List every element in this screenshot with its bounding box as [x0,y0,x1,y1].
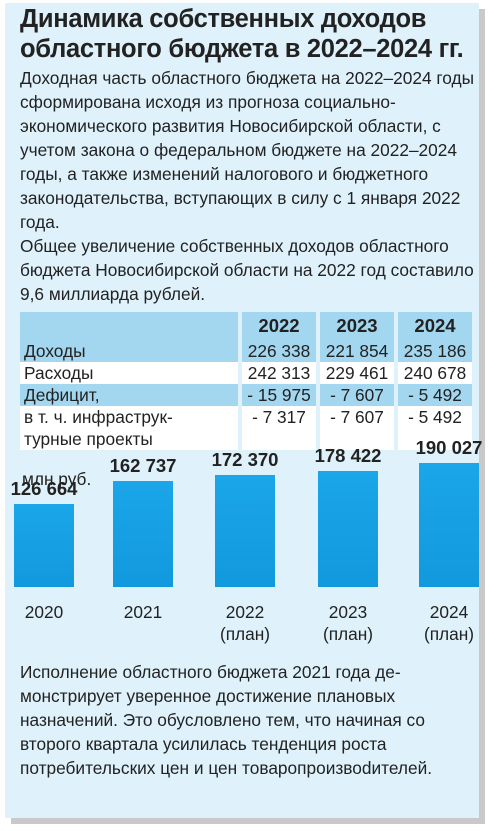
category-year: 2024 [429,602,469,622]
category-plan-note: (план) [423,624,475,644]
chart-bar [215,474,275,587]
chart-category-label: 2020 [0,601,89,623]
chart-category-label: 2023 (план) [303,601,393,645]
chart-value-label: 162 737 [109,454,177,476]
chart-bar [113,480,173,587]
execution-paragraph: Исполнение областного бюджета 2021 года … [20,662,433,778]
category-year: 2023 [328,602,368,622]
row-label: Дефицит, [20,384,240,406]
budget-table: 2022 2023 2024 Доходы 226 338 221 854 23… [20,312,472,450]
cell-value: 242 313 [238,362,318,384]
increase-paragraph: Общее увеличение собственных доходов обл… [20,236,474,304]
cell-value: - 5 492 [394,406,472,428]
table-header-year: 2024 [394,312,472,340]
cell-value [238,428,318,450]
chart-unit-label: млн руб. [22,469,92,489]
chart-value-label: 172 370 [211,448,279,470]
chart-value-label: 190 027 [415,437,483,458]
cell-value [394,428,472,450]
chart-category-label: 2021 [98,601,188,623]
table-header-year: 2023 [316,312,396,340]
category-plan-note: (план) [322,624,374,644]
cell-value: - 15 975 [238,384,318,406]
row-label: Доходы [20,340,240,362]
category-year: 2021 [123,602,163,622]
table-row-deficit: Дефицит, - 15 975 - 7 607 - 5 492 [20,384,472,406]
intro-paragraph: Доходная часть областного бюджета на 202… [20,68,475,232]
chart-bar [14,504,74,587]
table-row-expenses: Расходы 242 313 229 461 240 678 [20,362,472,384]
row-label: Расходы [20,362,240,384]
page-title: Динамика собственных доходов областного … [20,4,480,64]
cell-value: 226 338 [238,340,318,362]
cell-value: - 7 607 [316,384,396,406]
table-header-blank [20,312,240,340]
cell-value: 235 186 [394,340,472,362]
row-label: в т. ч. инфраструк- [20,406,240,428]
table-header-year: 2022 [238,312,318,340]
cell-value: 240 678 [394,362,472,384]
cell-value: 221 854 [316,340,396,362]
chart-value-label: 178 422 [314,444,382,466]
chart-category-label: 2024 (план) [404,601,494,645]
table-row-infrastructure-cont: турные проекты [20,428,472,450]
category-plan-note: (план) [219,624,271,644]
cell-value: - 7 317 [238,406,318,428]
title-line-2: областного бюджета в 2022–2024 гг. [20,35,464,63]
cell-value: - 5 492 [394,384,472,406]
chart-category-label: 2022 (план) [200,601,290,645]
category-year: 2020 [24,602,64,622]
table-header-row: 2022 2023 2024 [20,312,472,340]
row-label: турные проекты [20,428,240,450]
title-line-1: Динамика собственных доходов [20,5,427,33]
cell-value: - 7 607 [316,406,396,428]
table-row-revenue: Доходы 226 338 221 854 235 186 [20,340,472,362]
chart-bar [318,470,378,587]
table-row-infrastructure: в т. ч. инфраструк- - 7 317 - 7 607 - 5 … [20,406,472,428]
chart-value-label: 126 664 [10,478,78,500]
cell-value [316,428,396,450]
category-year: 2022 [225,602,265,622]
chart-bar [419,463,479,587]
cell-value: 229 461 [316,362,396,384]
